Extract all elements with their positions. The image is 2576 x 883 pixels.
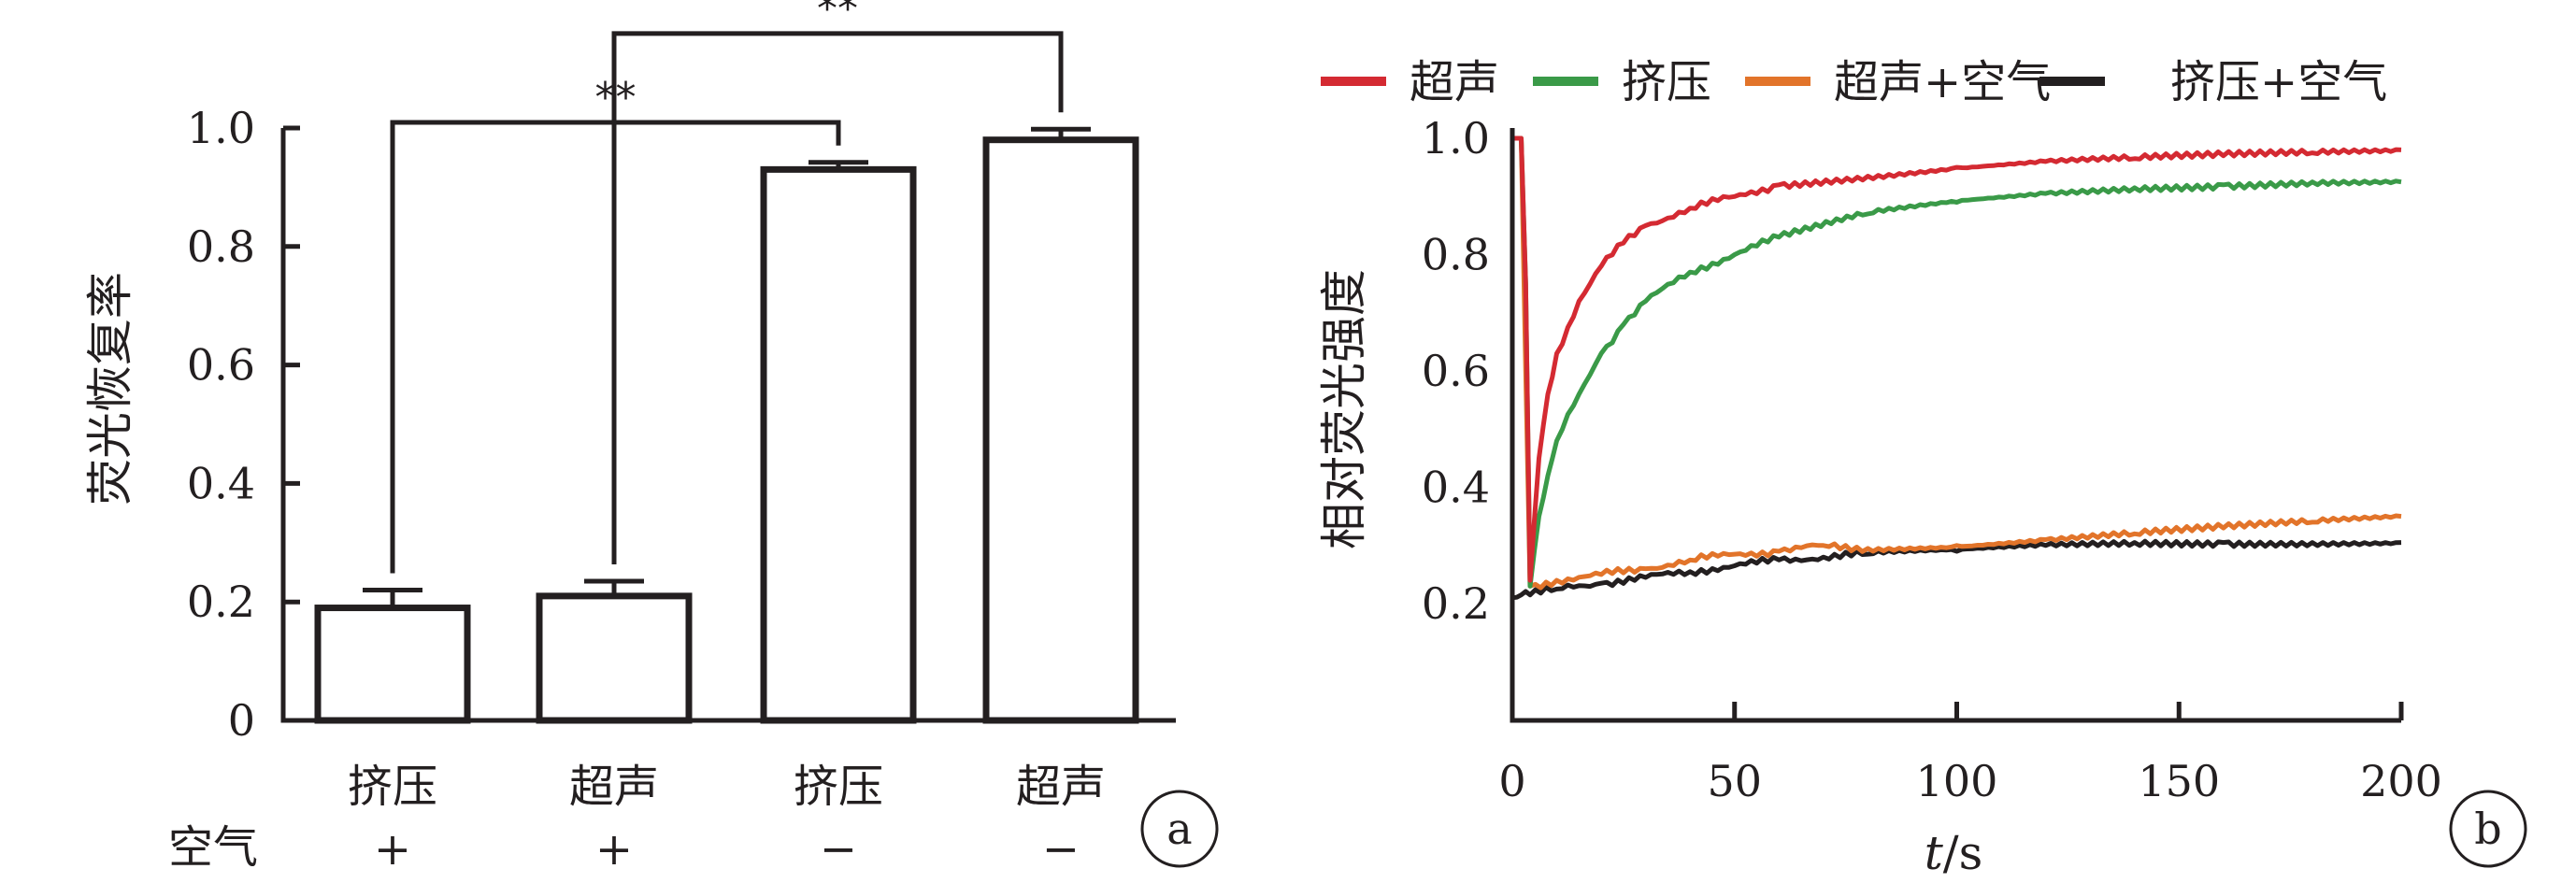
panel-b-y-ticks: 0.2 0.4 0.6 0.8 1.0 — [1422, 113, 1490, 629]
panel-a-significance-bracket — [611, 31, 1064, 565]
panel-a-ytick-label: 0 — [228, 695, 255, 746]
panel-b-label: b — [2474, 804, 2501, 854]
panel-a-significance: **** — [390, 0, 1064, 574]
panel-a-y-ticks: 0 0.2 0.4 0.6 0.8 1.0 — [187, 103, 300, 746]
panel-a-row-value: − — [820, 823, 857, 876]
panel-b-xlabel: t/s — [1925, 826, 1983, 880]
panel-b-ytick-label: 0.4 — [1422, 463, 1490, 513]
panel-b-series-line — [1512, 135, 2402, 589]
panel-a-label-circle — [1140, 790, 1219, 868]
panel-a-bar — [982, 136, 1139, 724]
panel-b-legend-label: 挤压+空气 — [2170, 56, 2387, 108]
panel-b-series-line — [1511, 538, 2402, 601]
panel-b-x-ticks: 0 50 100 150 200 — [1498, 702, 2442, 806]
panel-a-category-label: 超声 — [1016, 761, 1106, 813]
panel-b-xtick-label: 150 — [2138, 756, 2220, 806]
panel-a-ylabel: 荧光恢复率 — [83, 272, 137, 506]
panel-a-ytick-label: 0.8 — [187, 221, 255, 272]
panel-b-series-line — [1512, 135, 2402, 583]
panel-b-ytick-label: 0.6 — [1422, 346, 1490, 396]
panel-b-series-line — [1512, 135, 2402, 591]
panel-a-ytick-label: 0.6 — [187, 340, 255, 391]
panel-b-xtick-label: 0 — [1498, 756, 1525, 806]
panel-b-label-circle — [2449, 790, 2527, 868]
panel-a-row-value: − — [1042, 823, 1080, 876]
panel-a-ytick-label: 0.4 — [187, 458, 255, 508]
panel-a-row-value: + — [595, 823, 633, 876]
panel-b-legend-label: 挤压 — [1622, 56, 1711, 108]
panel-b-line-chart: 相对荧光强度 超声 挤压 超声+空气 挤压+空气 0.2 0.4 0.6 0.8 1.0 0 5… — [1317, 56, 2527, 880]
panel-b-legend: 超声 挤压 超声+空气 挤压+空气 — [1321, 56, 2387, 108]
panel-b-series — [1511, 135, 2402, 601]
panel-a-ytick-label: 0.2 — [187, 577, 255, 627]
panel-b-axes — [1510, 128, 2401, 723]
panel-a-significance-label: ** — [817, 0, 858, 33]
panel-b-legend-label: 超声 — [1410, 56, 1499, 108]
panel-a-bar — [760, 165, 917, 724]
panel-a-row-value: + — [374, 823, 411, 876]
panel-a-bar — [314, 605, 471, 724]
panel-a-category-label: 挤压 — [348, 761, 437, 813]
panel-a-row-label: 空气 — [168, 821, 258, 874]
panel-a-bar-chart: 荧光恢复率 0 0.2 0.4 0.6 0.8 1.0 **** 挤压 + 超声 + 挤压 − 超声 −… — [83, 0, 1219, 876]
panel-a-bars — [314, 126, 1139, 724]
panel-b-xtick-label: 200 — [2360, 756, 2442, 806]
panel-a-category-label: 超声 — [569, 761, 659, 813]
panel-b-xtick-label: 100 — [1916, 756, 1998, 806]
panel-a-ytick-label: 1.0 — [187, 103, 255, 153]
panel-a-categories: 挤压 + 超声 + 挤压 − 超声 − — [348, 761, 1106, 876]
panel-a-bar — [536, 592, 693, 724]
panel-b-legend-label: 超声+空气 — [1834, 56, 2051, 108]
panel-a-label: a — [1166, 804, 1192, 854]
panel-b-xtick-label: 50 — [1707, 756, 1762, 806]
panel-b-ylabel: 相对荧光强度 — [1317, 269, 1371, 549]
panel-b-ytick-label: 1.0 — [1422, 113, 1490, 164]
panel-a-axes — [280, 128, 1176, 723]
panel-b-ytick-label: 0.2 — [1422, 578, 1490, 629]
panel-b-ytick-label: 0.8 — [1422, 230, 1490, 280]
panel-a-category-label: 挤压 — [794, 761, 883, 813]
